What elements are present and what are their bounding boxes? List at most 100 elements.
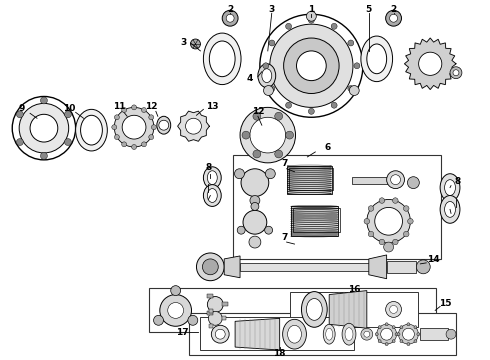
Text: 13: 13 (206, 102, 219, 111)
Circle shape (250, 117, 286, 153)
Circle shape (378, 340, 381, 343)
Circle shape (348, 86, 354, 91)
Circle shape (403, 231, 409, 237)
Ellipse shape (361, 36, 392, 82)
Circle shape (41, 152, 48, 159)
Circle shape (392, 326, 395, 329)
Text: 3: 3 (269, 5, 275, 14)
Text: 11: 11 (113, 102, 125, 111)
Circle shape (402, 328, 415, 340)
Circle shape (414, 340, 417, 343)
Circle shape (270, 24, 353, 107)
Bar (222, 316, 226, 320)
Text: 2: 2 (391, 5, 397, 14)
Circle shape (17, 139, 24, 145)
Circle shape (306, 11, 317, 21)
Circle shape (417, 333, 420, 336)
Circle shape (375, 333, 378, 336)
Circle shape (395, 333, 398, 336)
Text: 8: 8 (205, 163, 212, 172)
Polygon shape (329, 291, 367, 328)
Circle shape (153, 315, 164, 325)
Circle shape (222, 10, 238, 26)
Ellipse shape (157, 116, 171, 134)
Circle shape (240, 107, 295, 163)
Circle shape (296, 51, 326, 81)
Circle shape (243, 210, 267, 234)
Circle shape (453, 70, 459, 76)
Circle shape (168, 302, 184, 318)
Circle shape (375, 207, 402, 235)
Bar (189, 314, 456, 355)
Text: 15: 15 (439, 299, 451, 308)
Circle shape (398, 324, 418, 344)
Circle shape (414, 326, 417, 329)
Circle shape (41, 97, 48, 104)
Bar (209, 324, 213, 328)
Circle shape (235, 169, 245, 179)
Circle shape (260, 14, 363, 117)
Circle shape (30, 114, 58, 142)
Circle shape (202, 259, 218, 275)
Circle shape (253, 112, 261, 120)
Circle shape (122, 142, 126, 147)
Circle shape (408, 219, 413, 224)
Ellipse shape (262, 69, 272, 82)
Circle shape (387, 171, 404, 189)
Circle shape (149, 135, 154, 140)
Ellipse shape (345, 328, 353, 341)
Bar (222, 302, 228, 306)
Circle shape (349, 86, 359, 95)
Circle shape (407, 343, 410, 346)
Circle shape (159, 120, 169, 130)
Circle shape (385, 343, 388, 346)
Text: 16: 16 (348, 285, 360, 294)
Text: 9: 9 (19, 104, 25, 113)
Circle shape (275, 150, 283, 158)
Ellipse shape (367, 44, 387, 74)
Ellipse shape (207, 171, 217, 185)
Circle shape (379, 239, 385, 245)
Ellipse shape (288, 325, 301, 343)
Ellipse shape (444, 202, 456, 217)
Circle shape (17, 111, 24, 118)
Ellipse shape (283, 319, 306, 349)
Circle shape (207, 297, 223, 312)
Ellipse shape (323, 324, 335, 344)
Text: 4: 4 (247, 74, 253, 83)
Circle shape (286, 23, 292, 29)
Circle shape (450, 67, 462, 78)
Circle shape (65, 111, 72, 118)
Circle shape (286, 131, 294, 139)
Bar (200, 318, 354, 350)
Circle shape (226, 14, 234, 22)
Circle shape (390, 306, 397, 314)
Circle shape (269, 40, 275, 46)
Bar (352, 177, 390, 184)
Circle shape (196, 253, 224, 281)
Text: 14: 14 (427, 255, 440, 264)
Circle shape (408, 177, 419, 189)
Circle shape (12, 96, 75, 160)
Circle shape (237, 226, 245, 234)
Circle shape (400, 340, 403, 343)
Ellipse shape (306, 298, 322, 320)
Circle shape (188, 315, 198, 325)
Circle shape (392, 198, 398, 203)
Circle shape (215, 329, 225, 339)
Ellipse shape (301, 292, 327, 327)
Circle shape (191, 39, 200, 49)
Circle shape (269, 86, 275, 91)
Circle shape (114, 107, 154, 147)
Circle shape (208, 311, 222, 325)
Circle shape (142, 142, 147, 147)
Text: 12: 12 (145, 102, 157, 111)
Circle shape (379, 198, 385, 203)
Circle shape (361, 328, 373, 340)
Circle shape (391, 175, 400, 185)
Bar (291, 206, 338, 236)
Circle shape (142, 108, 147, 113)
Circle shape (386, 10, 401, 26)
Circle shape (364, 331, 370, 337)
Circle shape (308, 108, 314, 114)
